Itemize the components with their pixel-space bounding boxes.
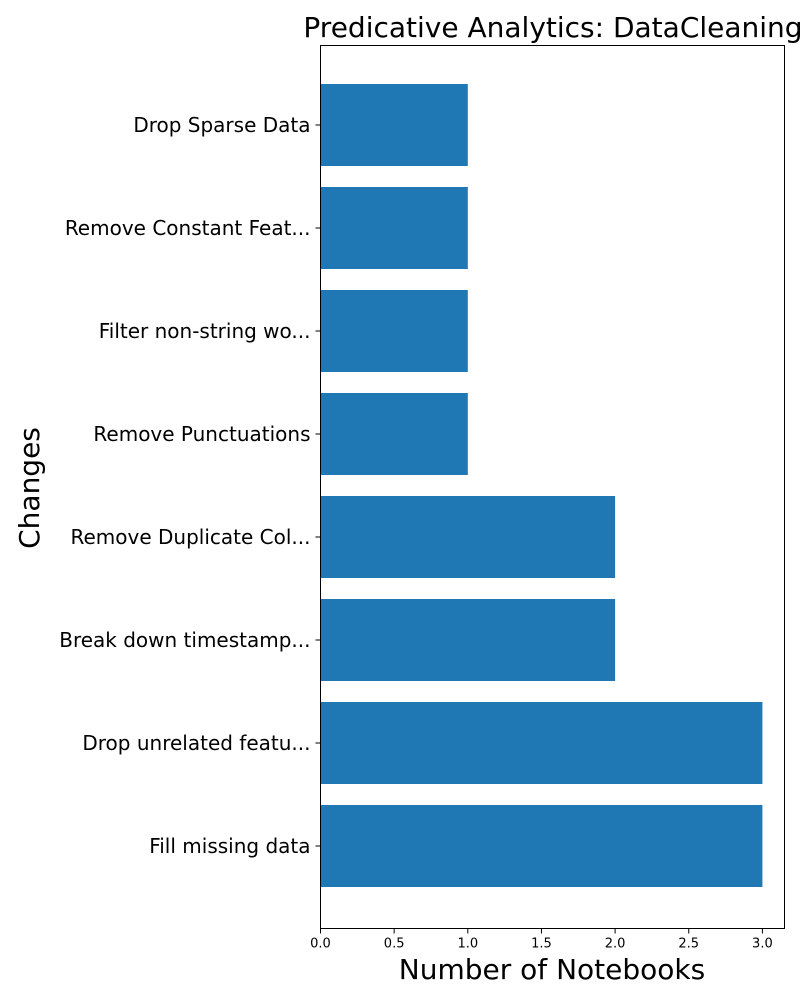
x-tick-label: 0.5 — [384, 937, 405, 952]
bar — [320, 702, 763, 784]
y-tick-label: Remove Constant Feat... — [65, 216, 311, 240]
x-tick-label: 1.0 — [457, 937, 478, 952]
y-tick-label: Break down timestamp... — [59, 628, 310, 652]
y-tick-label: Remove Duplicate Col... — [71, 525, 311, 549]
x-axis-label: Number of Notebooks — [399, 953, 705, 986]
bar — [320, 393, 468, 475]
x-tick-label: 2.0 — [605, 937, 626, 952]
bar — [320, 187, 468, 269]
chart-title: Predicative Analytics: DataCleaning — [303, 11, 800, 44]
y-axis: Fill missing data Drop unrelated featu...… — [59, 113, 321, 858]
plot-frame — [320, 45, 785, 929]
y-tick-label: Drop unrelated featu... — [82, 731, 310, 755]
bar — [320, 84, 468, 166]
y-axis-label: Changes — [13, 427, 46, 549]
bar — [320, 496, 616, 578]
x-tick-label: 2.5 — [678, 937, 699, 952]
y-tick-label: Filter non-string wo... — [99, 319, 311, 343]
y-tick-label: Drop Sparse Data — [133, 113, 310, 137]
y-tick-label: Fill missing data — [149, 834, 310, 858]
bar — [320, 290, 468, 372]
bars-layer — [320, 84, 763, 887]
bar — [320, 805, 763, 887]
y-tick-label: Remove Punctuations — [93, 422, 310, 446]
x-tick-label: 1.5 — [531, 937, 552, 952]
x-tick-label: 3.0 — [752, 937, 773, 952]
x-tick-label: 0.0 — [310, 937, 331, 952]
bar — [320, 599, 616, 681]
x-axis: 0.0 0.5 1.0 1.5 2.0 2.5 3.0 — [310, 928, 773, 952]
